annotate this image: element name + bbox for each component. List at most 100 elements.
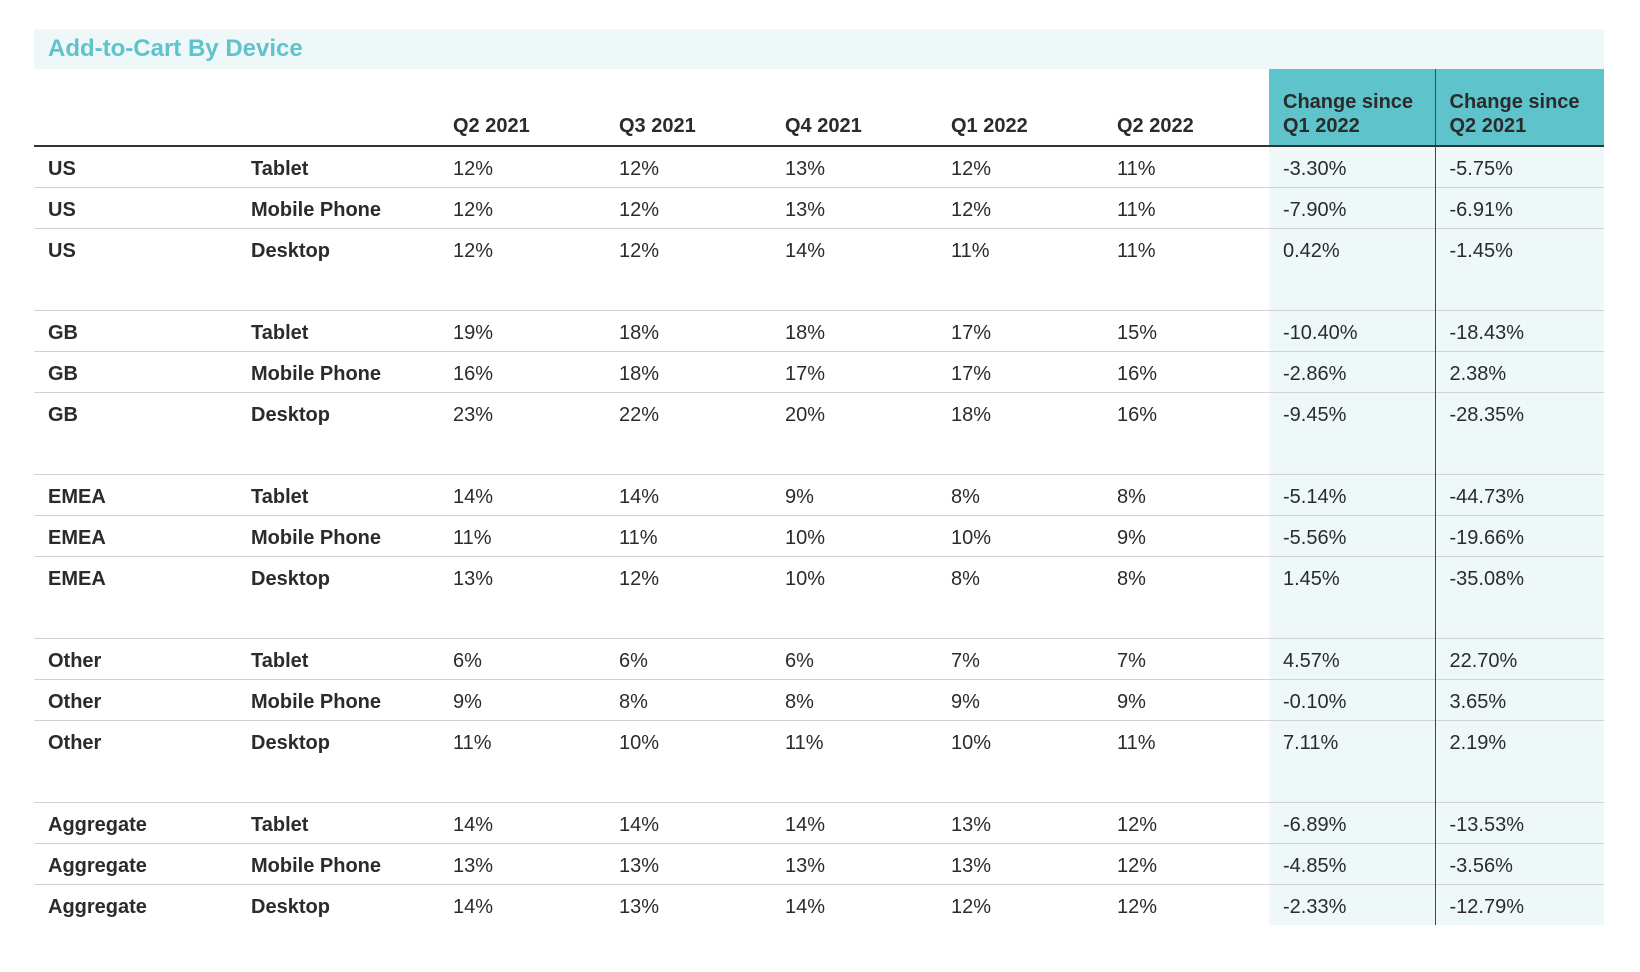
device-cell: Tablet — [237, 801, 439, 843]
spacer-cell — [1269, 269, 1436, 310]
spacer-cell — [34, 269, 237, 310]
spacer-cell — [1269, 433, 1436, 474]
device-cell: Desktop — [237, 227, 439, 269]
value-cell-q4-2021: 13% — [771, 186, 937, 228]
value-cell-q1-2022: 7% — [937, 637, 1103, 679]
table-title-bar: Add-to-Cart By Device — [34, 29, 1604, 69]
value-cell-q2-2022: 12% — [1103, 801, 1269, 843]
value-cell-q3-2021: 11% — [605, 514, 771, 556]
change-since-q2-2021-cell: 22.70% — [1435, 637, 1604, 679]
table-row: Aggregate Desktop 14% 13% 14% 12% 12% -2.33% -12… — [34, 883, 1604, 925]
change-since-q2-2021-cell: -44.73% — [1435, 473, 1604, 515]
value-cell-q2-2022: 16% — [1103, 350, 1269, 392]
value-cell-q3-2021: 18% — [605, 309, 771, 351]
region-cell: GB — [34, 391, 237, 433]
value-cell-q1-2022: 13% — [937, 842, 1103, 884]
change-since-q1-2022-cell: -5.56% — [1269, 514, 1436, 556]
change-since-q1-2022-cell: -7.90% — [1269, 186, 1436, 228]
device-cell: Desktop — [237, 555, 439, 597]
change-since-q2-2021-cell: -12.79% — [1435, 883, 1604, 925]
device-cell: Desktop — [237, 883, 439, 925]
change-since-q1-2022-cell: 7.11% — [1269, 719, 1436, 761]
value-cell-q1-2022: 17% — [937, 309, 1103, 351]
spacer-cell — [1435, 597, 1604, 638]
column-header-change-q1-2022: Change since Q1 2022 — [1269, 69, 1436, 147]
add-to-cart-table: Q2 2021 Q3 2021 Q4 2021 Q1 2022 Q2 2022 … — [34, 69, 1604, 925]
value-cell-q2-2021: 6% — [439, 637, 605, 679]
region-cell: US — [48, 158, 76, 180]
value-cell-q4-2021: 14% — [771, 227, 937, 269]
value-cell-q1-2022: 10% — [937, 719, 1103, 761]
change-since-q2-2021-cell: -35.08% — [1435, 555, 1604, 597]
region-cell: Other — [34, 637, 237, 679]
change-since-q2-2021-cell: -19.66% — [1435, 514, 1604, 556]
region-cell: EMEA — [34, 514, 237, 556]
spacer-cell — [771, 269, 937, 310]
value-cell-q4-2021: 9% — [771, 473, 937, 515]
spacer-cell — [937, 597, 1103, 638]
change-since-q2-2021-cell: -6.91% — [1435, 186, 1604, 228]
device-cell: Mobile Phone — [237, 514, 439, 556]
value-cell-q3-2021: 12% — [605, 186, 771, 228]
value-cell-q2-2021: 13% — [439, 842, 605, 884]
spacer-cell — [237, 269, 439, 310]
value-cell-q2-2021: 11% — [439, 514, 605, 556]
value-cell-q1-2022: 12% — [937, 883, 1103, 925]
value-cell-q1-2022: 12% — [951, 158, 992, 180]
device-cell: Tablet — [251, 158, 309, 180]
region-cell: Aggregate — [34, 801, 237, 843]
column-header: Q2 2022 — [1103, 69, 1269, 147]
value-cell-q3-2021: 13% — [605, 842, 771, 884]
value-cell-q4-2021: 10% — [771, 555, 937, 597]
value-cell-q1-2022: 9% — [937, 678, 1103, 720]
value-cell-q4-2021: 14% — [771, 801, 937, 843]
change-since-q1-2022-cell: 4.57% — [1269, 637, 1436, 679]
value-cell-q2-2021: 11% — [439, 719, 605, 761]
value-cell-q4-2021: 10% — [771, 514, 937, 556]
value-cell-q1-2022: 12% — [937, 186, 1103, 228]
table-row: US Mobile Phone 12% 12% 13% 12% 11% -7.90% -6.91… — [34, 186, 1604, 228]
table-title: Add-to-Cart By Device — [48, 35, 303, 62]
region-cell: US — [34, 186, 237, 228]
spacer-cell — [439, 761, 605, 802]
spacer-cell — [605, 269, 771, 310]
table-row: GB Tablet 19% 18% 18% 17% 15% -10.40% -18.43% — [34, 309, 1604, 351]
device-cell: Mobile Phone — [237, 842, 439, 884]
value-cell-q2-2021: 14% — [439, 473, 605, 515]
spacer-cell — [771, 433, 937, 474]
value-cell-q3-2021: 14% — [605, 473, 771, 515]
change-since-q1-2022-cell: -9.45% — [1269, 391, 1436, 433]
region-cell: EMEA — [34, 555, 237, 597]
spacer-cell — [937, 269, 1103, 310]
spacer-cell — [1269, 597, 1436, 638]
spacer-cell — [1103, 269, 1269, 310]
spacer-cell — [237, 433, 439, 474]
value-cell-q2-2022: 8% — [1103, 473, 1269, 515]
value-cell-q2-2021: 12% — [453, 158, 494, 180]
value-cell-q2-2022: 11% — [1103, 227, 1269, 269]
value-cell-q1-2022: 11% — [937, 227, 1103, 269]
group-spacer-row — [34, 761, 1604, 802]
value-cell-q1-2022: 13% — [937, 801, 1103, 843]
column-header: Q4 2021 — [771, 69, 937, 147]
group-spacer-row — [34, 433, 1604, 474]
device-cell: Tablet — [237, 637, 439, 679]
value-cell-q4-2021: 14% — [771, 883, 937, 925]
table-row: EMEA Tablet 14% 14% 9% 8% 8% -5.14% -44.73% — [34, 473, 1604, 515]
table-row: GB Desktop 23% 22% 20% 18% 16% -9.45% -28.35% — [34, 391, 1604, 433]
group-spacer-row — [34, 269, 1604, 310]
change-since-q1-2022-cell: -6.89% — [1269, 801, 1436, 843]
device-cell: Desktop — [237, 391, 439, 433]
value-cell-q3-2021: 13% — [605, 883, 771, 925]
region-cell: GB — [34, 309, 237, 351]
region-cell: US — [34, 227, 237, 269]
value-cell-q2-2021: 12% — [439, 186, 605, 228]
region-cell: Other — [34, 719, 237, 761]
table-row: Other Desktop 11% 10% 11% 10% 11% 7.11% 2.19% — [34, 719, 1604, 761]
table-row: Aggregate Mobile Phone 13% 13% 13% 13% 12% -4.8… — [34, 842, 1604, 884]
region-cell: EMEA — [34, 473, 237, 515]
value-cell-q4-2021: 13% — [771, 842, 937, 884]
column-header-change-q2-2021: Change since Q2 2021 — [1435, 69, 1604, 147]
value-cell-q3-2021: 12% — [619, 158, 660, 180]
region-cell: GB — [34, 350, 237, 392]
